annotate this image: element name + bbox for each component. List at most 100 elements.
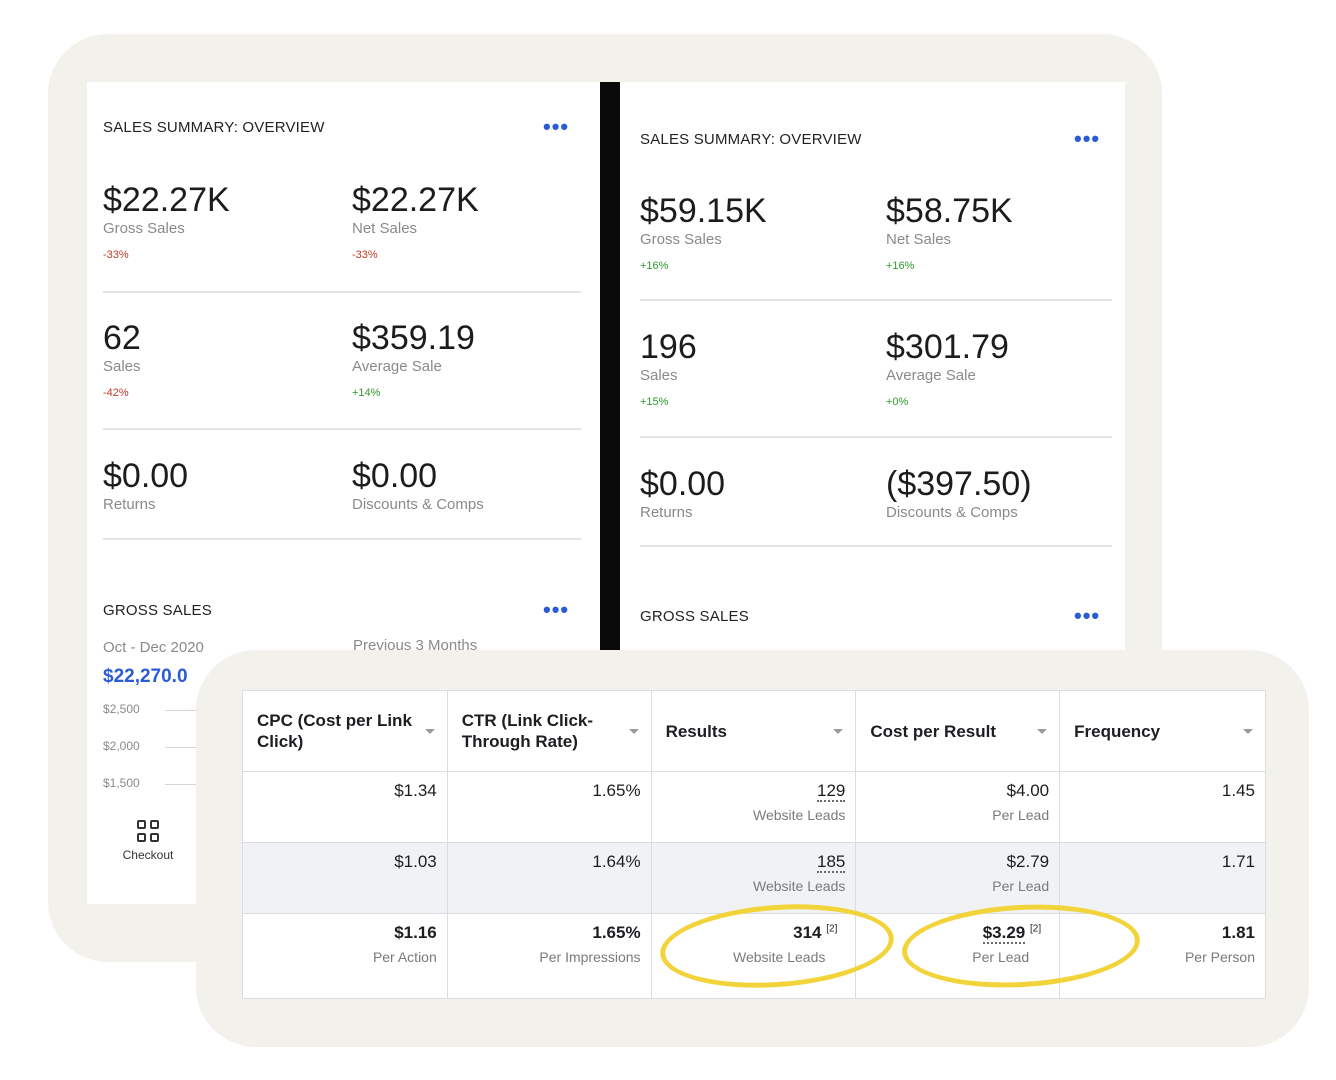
cell-value: $1.03 [394, 852, 437, 871]
frequency-cell: 1.71 [1059, 842, 1266, 914]
metric-change: -33% [352, 249, 378, 261]
header-label: Frequency [1074, 721, 1161, 741]
metric-discounts-comps: ($397.50) Discounts & Comps [886, 466, 1032, 521]
cell-sublabel: Per Action [372, 949, 437, 965]
results-cell: 185 Website Leads [650, 842, 857, 914]
cell-sublabel: Per Impressions [539, 949, 641, 965]
cell-value[interactable]: $3.29 [982, 923, 1026, 944]
cost-per-result-cell: $2.79 Per Lead [855, 842, 1061, 914]
metric-label: Returns [103, 496, 156, 513]
ads-metrics-table: CPC (Cost per Link Click) CTR (Link Clic… [242, 690, 1266, 999]
metric-sales: 196 Sales +15% [640, 329, 697, 408]
metric-label: Average Sale [352, 358, 442, 375]
metric-label: Average Sale [886, 367, 976, 384]
metric-label: Gross Sales [103, 220, 185, 237]
metric-value: $359.19 [352, 319, 475, 357]
results-link[interactable]: 185 [816, 852, 846, 873]
column-header-ctr[interactable]: CTR (Link Click-Through Rate) [446, 690, 652, 772]
cell-value: $1.34 [394, 781, 437, 800]
cell-value: 1.64% [592, 852, 641, 871]
metric-change: -42% [103, 387, 129, 399]
metric-gross-sales: $22.27K Gross Sales -33% [103, 182, 230, 261]
divider-line [103, 538, 581, 540]
ctr-cell: 1.64% [446, 842, 652, 914]
column-header-cost-per-result[interactable]: Cost per Result [855, 690, 1061, 772]
metric-net-sales: $22.27K Net Sales -33% [352, 182, 479, 261]
divider-line [640, 299, 1112, 301]
cost-per-result-total-cell: $3.29 [2] Per Lead [855, 913, 1061, 999]
cell-sublabel: Per Person [1184, 949, 1255, 965]
metric-change: +15% [640, 396, 669, 408]
ctr-cell: 1.65% [446, 771, 652, 843]
table-total-row: $1.16 Per Action 1.65% Per Impressions 314… [242, 913, 1266, 999]
metric-change: +14% [352, 387, 381, 399]
metric-average-sale: $359.19 Average Sale +14% [352, 320, 475, 399]
cell-sublabel: Per Lead [992, 878, 1050, 894]
ctr-total-cell: 1.65% Per Impressions [446, 913, 652, 999]
metric-change: +0% [886, 396, 909, 408]
cell-value: 1.71 [1221, 852, 1255, 871]
checkout-nav-button[interactable]: Checkout [115, 820, 181, 862]
results-link[interactable]: 129 [816, 781, 846, 802]
metric-average-sale: $301.79 Average Sale +0% [886, 329, 1009, 408]
sort-caret-icon[interactable] [424, 729, 435, 734]
cpc-total-cell: $1.16 Per Action [242, 913, 448, 999]
column-header-cpc[interactable]: CPC (Cost per Link Click) [242, 690, 448, 772]
metric-sales: 62 Sales -42% [103, 320, 141, 399]
sort-caret-icon[interactable] [1037, 729, 1048, 734]
sort-caret-icon[interactable] [1243, 729, 1253, 734]
metric-label: Sales [103, 358, 141, 375]
frequency-total-cell: 1.81 Per Person [1059, 913, 1266, 999]
cell-value: 1.65% [592, 923, 641, 942]
metric-value: $22.27K [103, 181, 230, 219]
metric-returns: $0.00 Returns [103, 458, 188, 513]
more-options-icon[interactable]: ••• [543, 597, 570, 622]
footnote-marker[interactable]: [2] [1030, 923, 1042, 935]
metric-value: 62 [103, 319, 141, 357]
metric-value: $22.27K [352, 181, 479, 219]
column-header-results[interactable]: Results [650, 690, 857, 772]
cost-per-result-cell: $4.00 Per Lead [855, 771, 1061, 843]
metric-value: $0.00 [103, 457, 189, 495]
cell-sublabel: Website Leads [733, 949, 826, 965]
more-options-icon[interactable]: ••• [1074, 603, 1101, 628]
metric-label: Discounts & Comps [886, 504, 1018, 521]
frequency-cell: 1.45 [1059, 771, 1266, 843]
sort-caret-icon[interactable] [628, 729, 639, 734]
gross-sales-title: GROSS SALES [103, 602, 212, 619]
cell-sublabel: Per Lead [992, 807, 1050, 823]
divider-line [103, 428, 581, 430]
metric-gross-sales: $59.15K Gross Sales +16% [640, 193, 767, 272]
header-label: CTR (Link Click-Through Rate) [461, 711, 594, 751]
cell-value: $4.00 [1006, 781, 1050, 800]
compare-period: Previous 3 Months [353, 637, 478, 654]
metric-label: Sales [640, 367, 678, 384]
metric-returns: $0.00 Returns [640, 466, 725, 521]
footnote-marker[interactable]: [2] [826, 923, 838, 935]
column-header-frequency[interactable]: Frequency [1059, 690, 1266, 772]
grid-line [165, 747, 205, 748]
header-label: Results [665, 721, 727, 741]
metric-label: Returns [640, 504, 693, 521]
cell-sublabel: Per Lead [972, 949, 1030, 965]
metric-value: $301.79 [886, 328, 1009, 366]
cell-value: 1.65% [592, 781, 641, 800]
metric-value: $0.00 [640, 465, 726, 503]
cell-value: 1.81 [1221, 923, 1255, 942]
metric-net-sales: $58.75K Net Sales +16% [886, 193, 1013, 272]
y-tick-label: $1,500 [103, 776, 140, 790]
more-options-icon[interactable]: ••• [1074, 126, 1101, 151]
metric-discounts-comps: $0.00 Discounts & Comps [352, 458, 484, 513]
cell-value: 1.45 [1221, 781, 1255, 800]
metric-value: $0.00 [352, 457, 438, 495]
metric-label: Net Sales [886, 231, 952, 248]
y-tick-label: $2,500 [103, 702, 140, 716]
metric-label: Net Sales [352, 220, 418, 237]
sort-caret-icon[interactable] [833, 729, 844, 734]
more-options-icon[interactable]: ••• [543, 114, 570, 139]
cell-sublabel: Website Leads [753, 878, 846, 894]
results-cell: 129 Website Leads [650, 771, 857, 843]
checkout-label: Checkout [122, 848, 174, 862]
metric-change: +16% [886, 260, 915, 272]
cpc-cell: $1.03 [242, 842, 448, 914]
